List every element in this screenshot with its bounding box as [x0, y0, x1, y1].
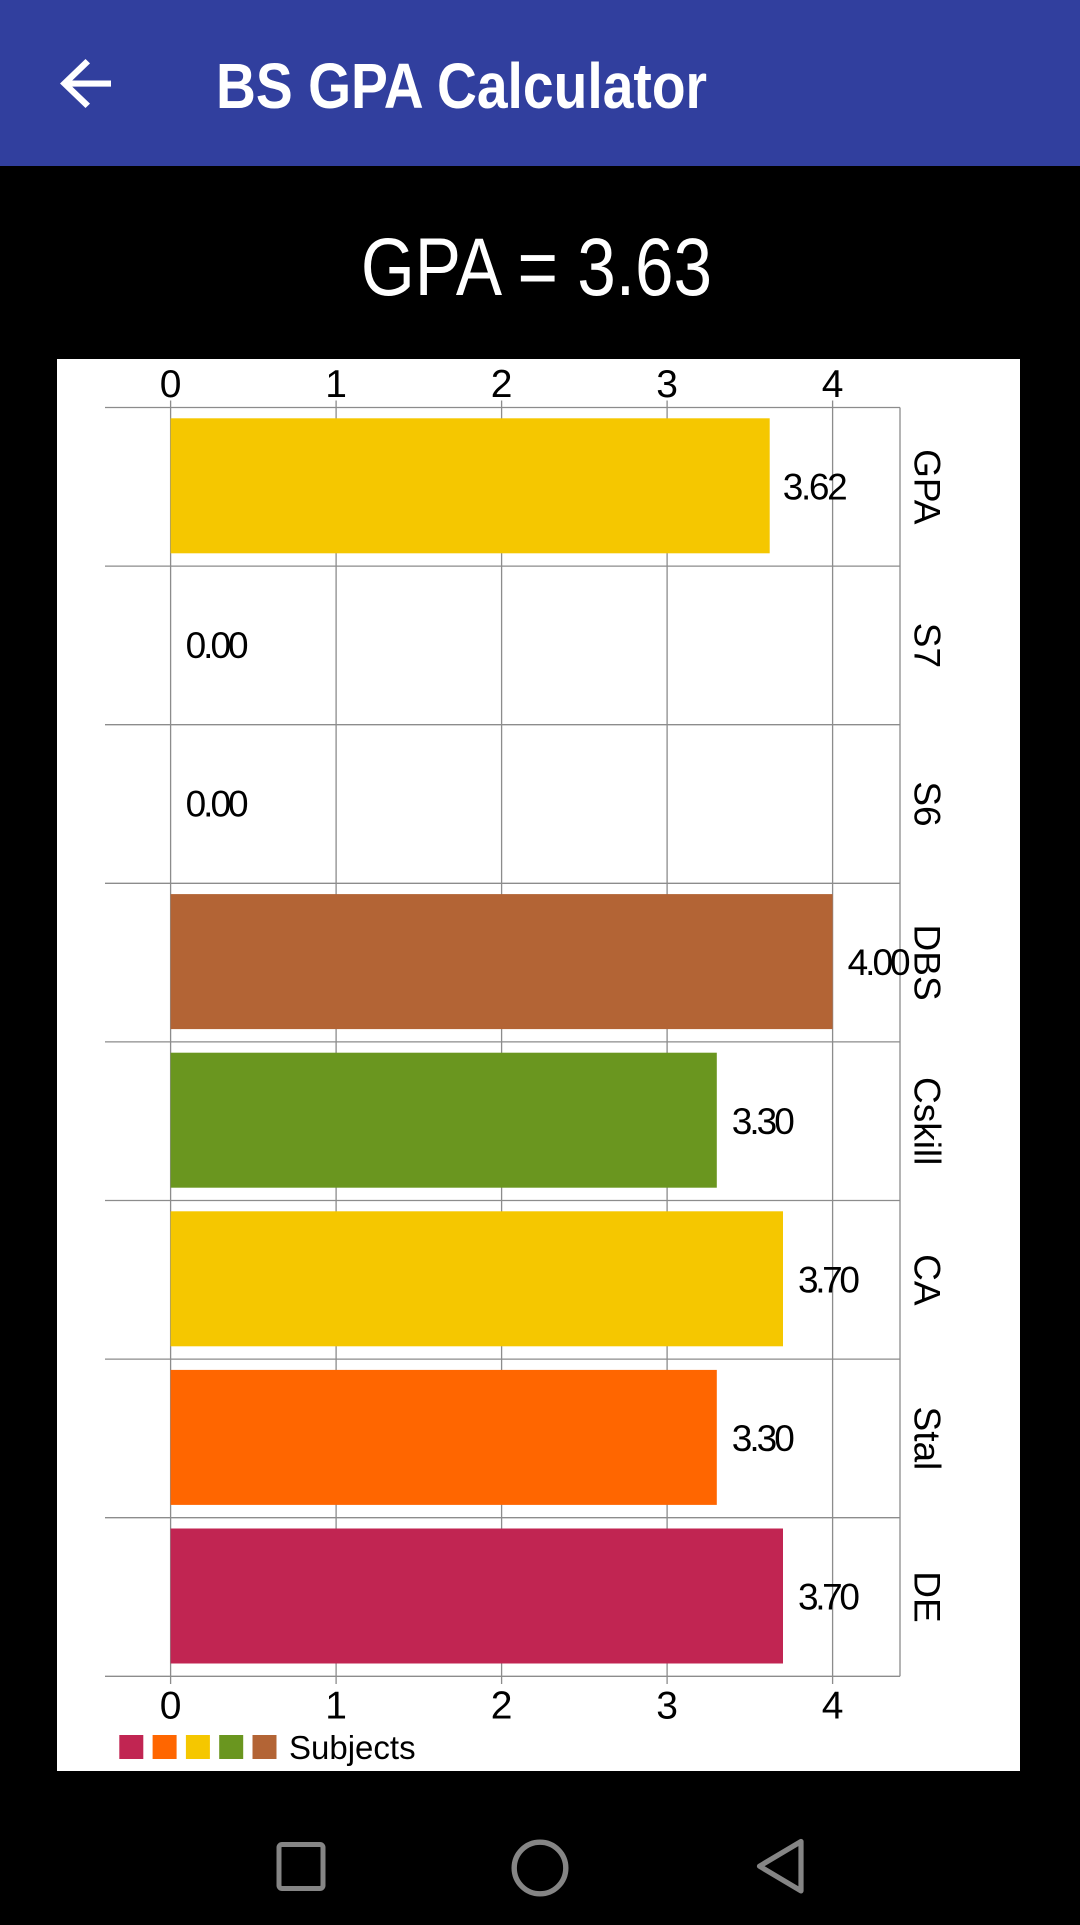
svg-text:1: 1 [325, 1685, 347, 1728]
svg-text:S7: S7 [906, 623, 947, 668]
svg-text:S6: S6 [906, 781, 947, 826]
svg-text:3.30: 3.30 [732, 1418, 795, 1459]
svg-text:3.70: 3.70 [798, 1577, 860, 1618]
svg-text:4: 4 [822, 363, 844, 406]
svg-text:Cskill: Cskill [906, 1077, 947, 1165]
svg-text:0.00: 0.00 [186, 784, 249, 825]
svg-text:GPA: GPA [906, 449, 947, 525]
svg-text:2: 2 [491, 1685, 513, 1728]
svg-text:0: 0 [160, 1685, 182, 1728]
svg-text:Subjects: Subjects [289, 1729, 416, 1766]
svg-text:2: 2 [491, 363, 513, 406]
svg-text:1: 1 [325, 363, 347, 406]
svg-text:0.00: 0.00 [186, 625, 249, 666]
svg-text:3.70: 3.70 [798, 1259, 860, 1300]
svg-text:Stal: Stal [906, 1407, 947, 1471]
svg-text:3: 3 [656, 363, 678, 406]
svg-text:3.30: 3.30 [732, 1101, 795, 1142]
svg-text:3.62: 3.62 [783, 466, 848, 507]
svg-text:4: 4 [822, 1685, 844, 1728]
svg-text:DE: DE [906, 1571, 947, 1622]
svg-text:4.00: 4.00 [848, 942, 911, 983]
svg-text:CA: CA [906, 1254, 947, 1306]
svg-text:3: 3 [656, 1685, 678, 1728]
svg-text:0: 0 [160, 363, 182, 406]
svg-text:DBS: DBS [906, 925, 947, 1001]
